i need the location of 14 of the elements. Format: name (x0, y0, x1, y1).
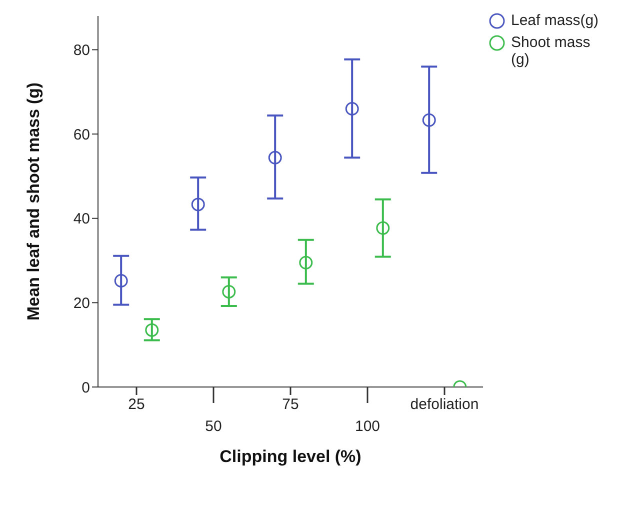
x-tick-label: 75 (282, 396, 299, 413)
legend-label: Leaf mass(g) (511, 12, 600, 29)
legend-label: Shoot mass (g) (511, 34, 592, 68)
x-tick-label: defoliation (410, 396, 479, 413)
y-tick-label: 40 (73, 210, 90, 228)
x-tick-label: 100 (354, 418, 380, 435)
x-tick-label: 50 (205, 418, 222, 435)
y-tick-label: 0 (82, 379, 90, 396)
y-tick-label: 80 (73, 42, 90, 60)
y-tick-label: 60 (73, 126, 90, 144)
x-axis-title: Clipping level (%) (220, 447, 362, 466)
y-axis-title: Mean leaf and shoot mass (g) (24, 82, 44, 321)
x-tick-label: 25 (128, 396, 145, 413)
y-tick-label: 20 (73, 295, 90, 312)
